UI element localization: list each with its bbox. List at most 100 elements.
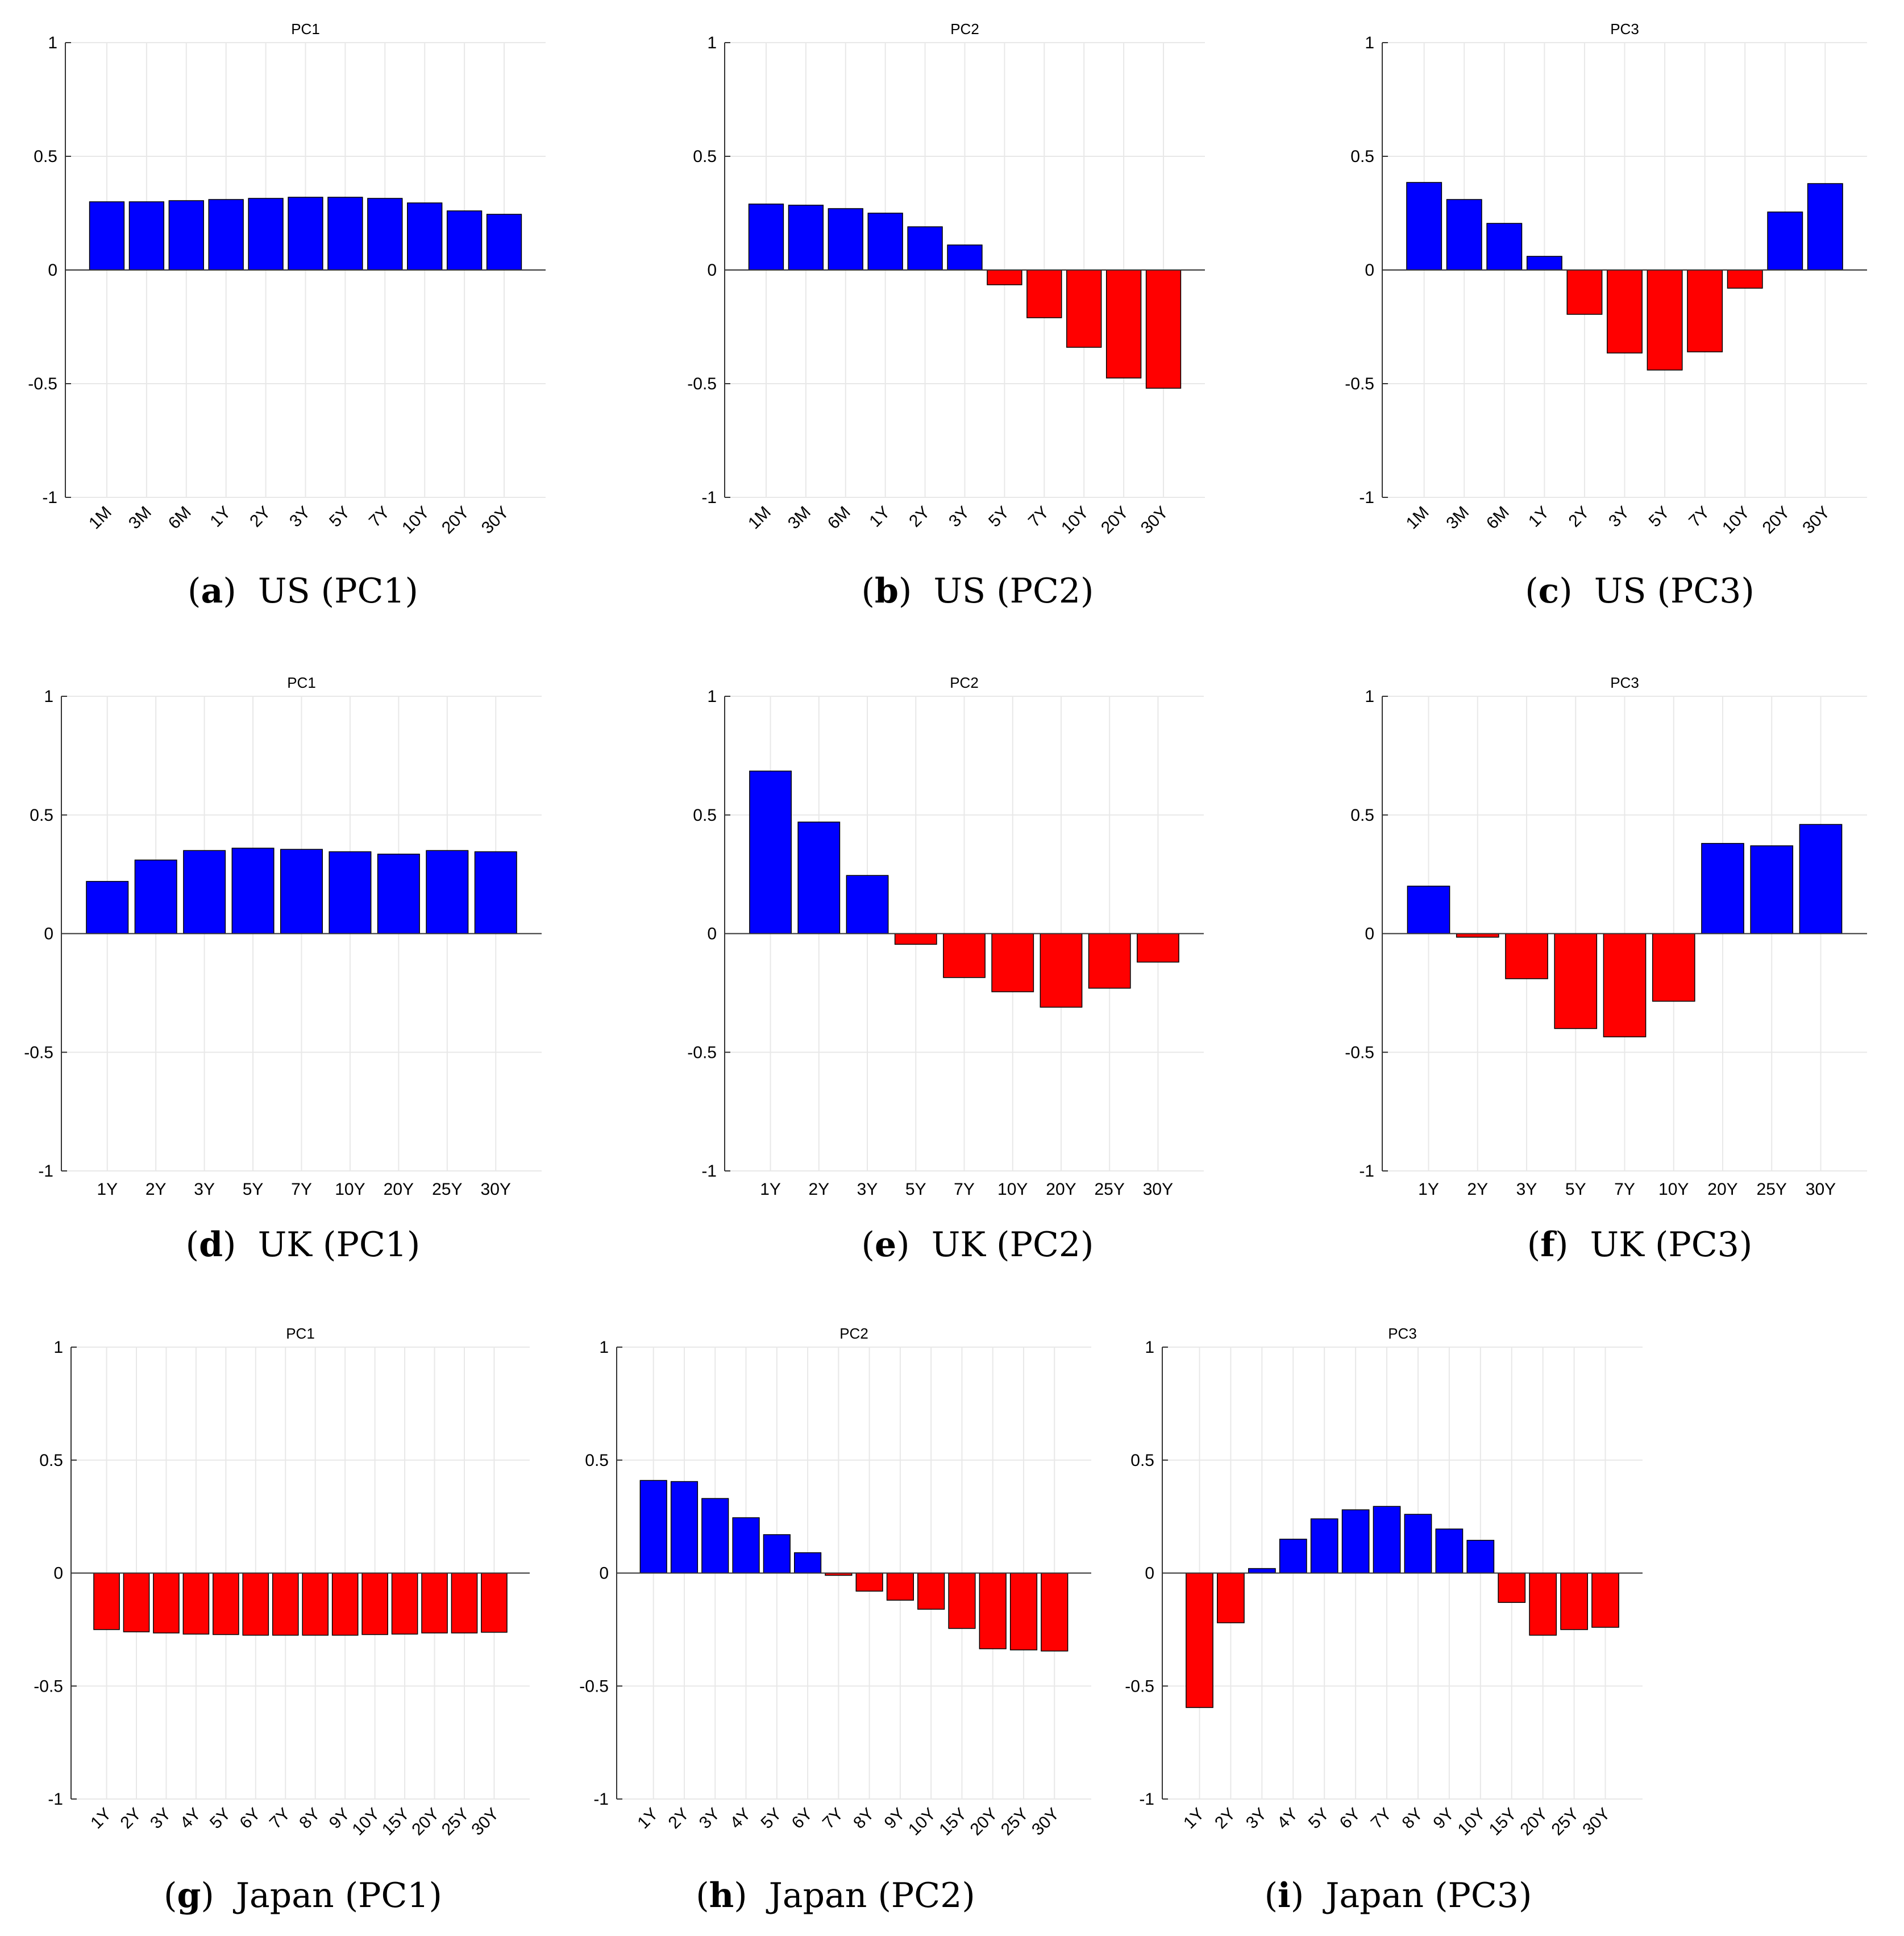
y-tick-label: 0: [707, 925, 717, 944]
bar: [1566, 269, 1603, 315]
bar: [451, 1572, 478, 1634]
chart-svg-f: 1 0.5 0 -0.5 -1 1Y 2Y 3Y 5Y 7Y 10Y 20Y 25Y 30Y PC3: [1345, 674, 1867, 1199]
caption-e: (e) UK (PC2): [861, 1225, 1094, 1265]
x-tick-label: 25Y: [1548, 1805, 1582, 1839]
bar: [486, 214, 522, 271]
y-tick-label: 1: [48, 34, 57, 52]
bar: [670, 1481, 699, 1574]
y-tick-label: 0: [1365, 261, 1374, 280]
caption-g: (g) Japan (PC1): [164, 1876, 442, 1916]
chart-svg-i: 1 0.5 0 -0.5 -1 1Y 2Y 3Y 4Y 5Y 6Y 7Y 8Y 9Y10Y15Y20Y25…: [1125, 1325, 1643, 1839]
bar: [1088, 933, 1131, 989]
y-tick-label: -1: [1359, 488, 1374, 507]
bar: [86, 880, 129, 934]
x-tick-label: 10Y: [997, 1180, 1028, 1199]
x-tick-label: 15Y: [1486, 1805, 1520, 1839]
bar: [1727, 269, 1763, 289]
bar: [797, 821, 841, 934]
bar: [1435, 1528, 1464, 1574]
bar: [1009, 1572, 1038, 1651]
y-tick-label: 1: [53, 1338, 63, 1357]
x-tick-label: 3Y: [194, 1180, 215, 1199]
bar: [1607, 269, 1643, 354]
y-tick-label: -1: [42, 488, 57, 507]
x-tick-label: 1Y: [1418, 1180, 1439, 1199]
x-tick-label: 5Y: [243, 1180, 264, 1199]
x-tick-label: 7Y: [1367, 1805, 1395, 1833]
bar: [1652, 933, 1695, 1002]
x-tick-label: 8Y: [1399, 1805, 1427, 1833]
bar: [1404, 1514, 1432, 1574]
bar: [1799, 824, 1843, 934]
y-tick-label: 0.5: [1350, 806, 1374, 825]
x-tick-label: 6Y: [1336, 1805, 1364, 1833]
y-tick-label: -0.5: [1345, 1043, 1374, 1062]
panel-c: 1 0.5 0 -0.5 -1 1M 3M 6M 1Y 2Y 3Y 5Y 7Y 10Y 20Y 30Y PC3: [0, 0, 1904, 625]
caption-text-e: UK (PC2): [931, 1225, 1094, 1265]
bar: [1310, 1518, 1338, 1574]
caption-label-f: f: [1540, 1225, 1555, 1265]
bar: [1186, 1572, 1213, 1708]
bar: [788, 205, 824, 271]
chart-title: PC2: [950, 20, 979, 38]
y-tick-label: -0.5: [28, 375, 57, 393]
x-tick-label: 9Y: [1430, 1805, 1458, 1833]
y-tick-label: -0.5: [34, 1677, 63, 1696]
y-tick-label: -0.5: [1125, 1677, 1154, 1696]
caption-text-c: US (PC3): [1594, 571, 1755, 611]
bar: [1591, 1572, 1619, 1628]
caption-c: (c) US (PC3): [1525, 571, 1755, 611]
chart-title: PC2: [950, 674, 979, 691]
x-tick-label: 30Y: [1806, 1180, 1836, 1199]
bar: [1373, 1506, 1401, 1574]
bar: [1560, 1572, 1588, 1630]
chart-svg-g: 10.50-0.5-11Y 2Y 3Y 4Y 5Y 6Y 7Y 8Y 9Y10Y15Y20Y25…: [34, 1325, 530, 1839]
panel-d: 1 0.5 0 -0.5 -1 1Y 2Y 3Y 5Y 7Y 10Y 20Y 25Y 30Y PC1: [0, 0, 591, 1250]
bar: [1505, 933, 1548, 979]
bar: [474, 851, 517, 934]
x-tick-label: 2Y: [808, 1180, 829, 1199]
y-tick-label: 1: [44, 687, 53, 706]
panel-i: 1 0.5 0 -0.5 -1 1Y 2Y 3Y 4Y 5Y 6Y 7Y 8Y 9Y 10Y 15Y 20Y 25…: [1125, 1325, 1643, 1839]
bar: [248, 198, 284, 271]
bar: [327, 197, 363, 271]
bar: [446, 210, 483, 271]
caption-b: (b) US (PC2): [861, 571, 1094, 611]
chart-title: PC2: [839, 1325, 868, 1342]
panel-a: 1 0.5 0 -0.5 -1 1M 3M 6M 1Y 2Y 3Y 5Y 7Y 10Y 20Y 30Y PC1: [0, 0, 591, 625]
y-tick-label: 0.5: [39, 1451, 63, 1470]
bar: [1446, 199, 1482, 271]
bar: [701, 1498, 729, 1574]
bar: [1026, 269, 1062, 318]
y-tick-label: -1: [48, 1790, 63, 1809]
bar: [907, 226, 943, 271]
y-tick-label: 0: [44, 925, 53, 944]
y-tick-label: 0.5: [693, 147, 717, 166]
bar: [481, 1572, 508, 1633]
x-tick-label: 30Y: [1143, 1180, 1173, 1199]
bar: [1145, 269, 1182, 389]
y-tick-label: 0: [48, 261, 57, 280]
bar: [1750, 845, 1794, 934]
x-tick-label: 5Y: [905, 1180, 926, 1199]
y-tick-label: -1: [1139, 1790, 1154, 1809]
caption-d: (d) UK (PC1): [185, 1225, 421, 1265]
bar: [242, 1572, 269, 1636]
y-tick-label: 0.5: [1130, 1451, 1154, 1470]
bar: [828, 208, 863, 271]
caption-label-a: a: [201, 571, 223, 611]
caption-label-c: c: [1538, 571, 1560, 611]
y-tick-label: -0.5: [687, 1043, 717, 1062]
bar: [280, 849, 323, 934]
panel-g: 1 0.5 0 -0.5 -1 1Y 2Y 3Y 4Y 5Y 6Y 7Y 8Y 9Y 10Y 15Y 20Y 25…: [0, 0, 591, 1936]
bar: [1137, 933, 1179, 963]
x-tick-label: 2Y: [1467, 1180, 1488, 1199]
x-tick-label: 2Y: [1211, 1805, 1239, 1833]
bar: [288, 197, 323, 271]
x-tick-label: 3Y: [1516, 1180, 1537, 1199]
bar: [1554, 933, 1598, 1029]
y-tick-label: -1: [701, 488, 717, 507]
bar: [93, 1572, 120, 1630]
